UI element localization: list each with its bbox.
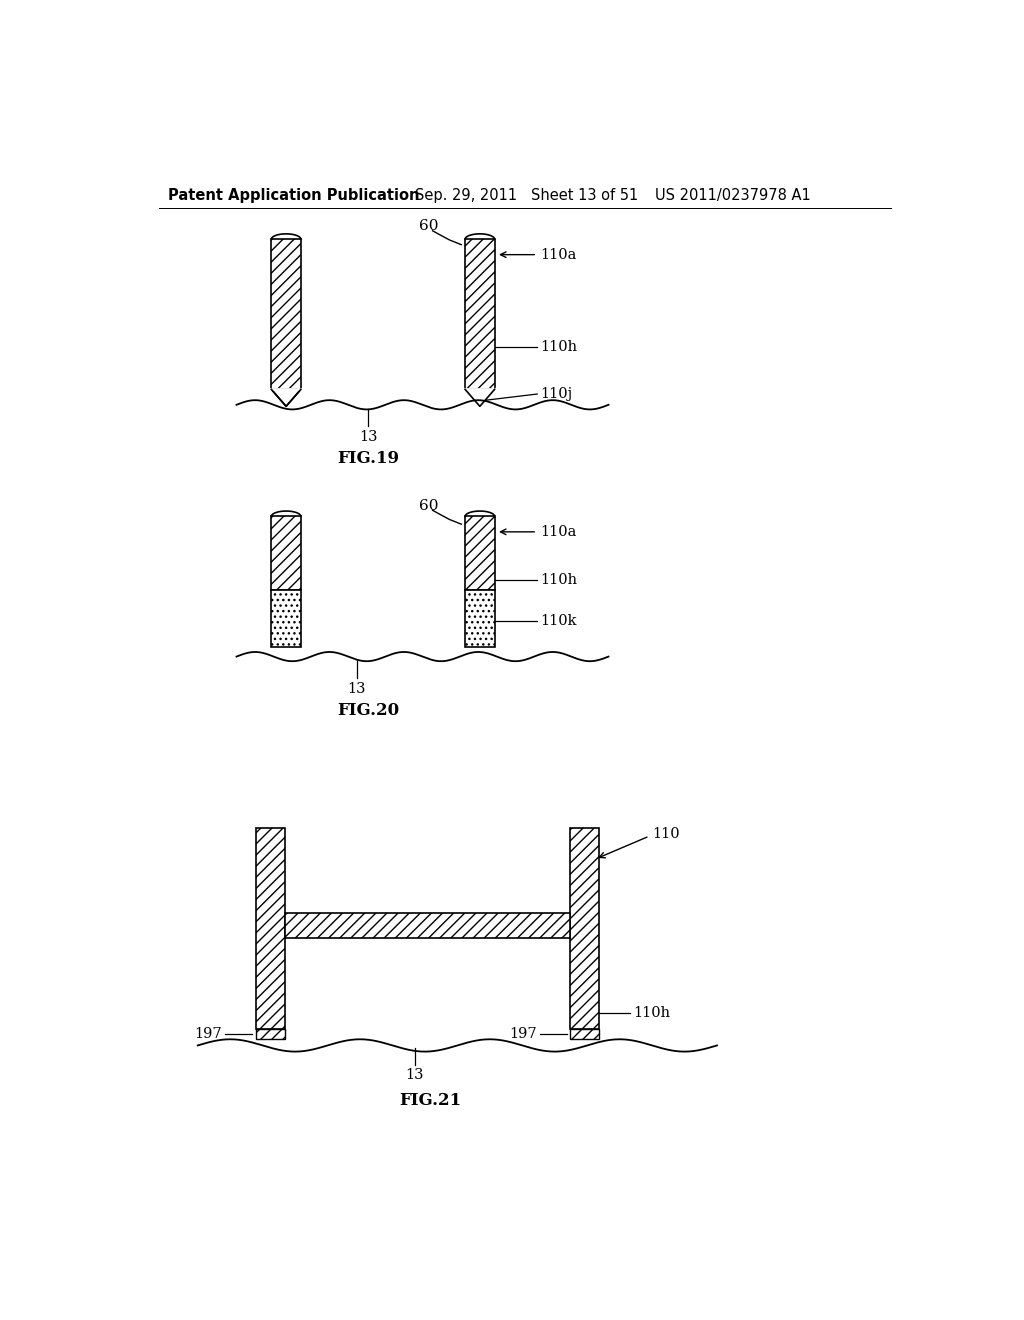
Bar: [465, 516, 495, 590]
Bar: [271, 516, 301, 590]
Text: 13: 13: [359, 430, 378, 444]
Text: 110a: 110a: [541, 248, 577, 261]
Text: 110h: 110h: [541, 341, 578, 354]
Bar: [286, 913, 569, 937]
Bar: [569, 829, 599, 1028]
Text: Sheet 13 of 51: Sheet 13 of 51: [531, 187, 638, 203]
Bar: [256, 829, 286, 1028]
Bar: [569, 1028, 599, 1039]
Text: FIG.19: FIG.19: [337, 450, 399, 467]
Text: 197: 197: [510, 1027, 538, 1041]
Text: Sep. 29, 2011: Sep. 29, 2011: [415, 187, 517, 203]
Text: Patent Application Publication: Patent Application Publication: [168, 187, 420, 203]
Text: 110h: 110h: [541, 573, 578, 587]
Text: 13: 13: [347, 682, 366, 696]
Text: 110j: 110j: [541, 387, 572, 401]
Text: 60: 60: [419, 219, 438, 234]
Bar: [256, 1028, 286, 1039]
Text: FIG.21: FIG.21: [399, 1093, 462, 1109]
Bar: [465, 239, 495, 389]
Text: US 2011/0237978 A1: US 2011/0237978 A1: [655, 187, 811, 203]
Text: 110a: 110a: [541, 525, 577, 539]
Text: 197: 197: [195, 1027, 222, 1041]
Bar: [465, 590, 495, 647]
Text: 110h: 110h: [633, 1006, 671, 1020]
Bar: [271, 239, 301, 389]
Text: FIG.20: FIG.20: [337, 702, 399, 719]
Text: 110: 110: [652, 828, 680, 841]
Bar: [271, 590, 301, 647]
Text: 60: 60: [419, 499, 438, 513]
Text: 13: 13: [406, 1068, 424, 1081]
Text: 110k: 110k: [541, 614, 577, 628]
